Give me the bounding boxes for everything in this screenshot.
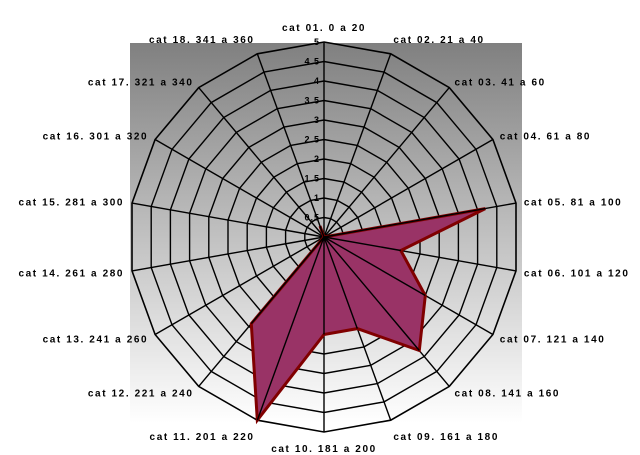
category-label: cat 16. 301 a 320 [43, 132, 149, 143]
category-label: cat 01. 0 a 20 [282, 23, 366, 34]
tick-label: 5 [314, 37, 320, 47]
category-label: cat 07. 121 a 140 [500, 335, 606, 346]
tick-label: 4.5 [304, 57, 320, 67]
category-label: cat 06. 101 a 120 [524, 268, 630, 279]
category-label: cat 10. 181 a 200 [271, 444, 377, 455]
tick-label: 2.5 [304, 135, 320, 145]
tick-label: 3 [314, 115, 320, 125]
category-label: cat 15. 281 a 300 [18, 198, 124, 209]
category-label: cat 11. 201 a 220 [150, 432, 255, 443]
category-label: cat 08. 141 a 160 [455, 389, 561, 400]
category-label: cat 17. 321 a 340 [88, 78, 194, 89]
tick-label: 3.5 [304, 96, 320, 106]
category-label: cat 05. 81 a 100 [524, 198, 622, 209]
category-label: cat 09. 161 a 180 [393, 432, 499, 443]
category-label: cat 04. 61 a 80 [500, 132, 591, 143]
tick-label: 0.5 [304, 213, 320, 223]
tick-label: 1.5 [304, 174, 320, 184]
category-label: cat 12. 221 a 240 [88, 389, 194, 400]
category-label: cat 18. 341 a 360 [149, 35, 255, 46]
category-label: cat 02. 21 a 40 [393, 35, 484, 46]
tick-label: 1 [314, 193, 320, 203]
tick-label: 2 [314, 154, 320, 164]
tick-label: 4 [314, 76, 320, 86]
category-label: cat 14. 261 a 280 [18, 268, 124, 279]
category-label: cat 13. 241 a 260 [43, 335, 149, 346]
category-label: cat 03. 41 a 60 [455, 78, 546, 89]
